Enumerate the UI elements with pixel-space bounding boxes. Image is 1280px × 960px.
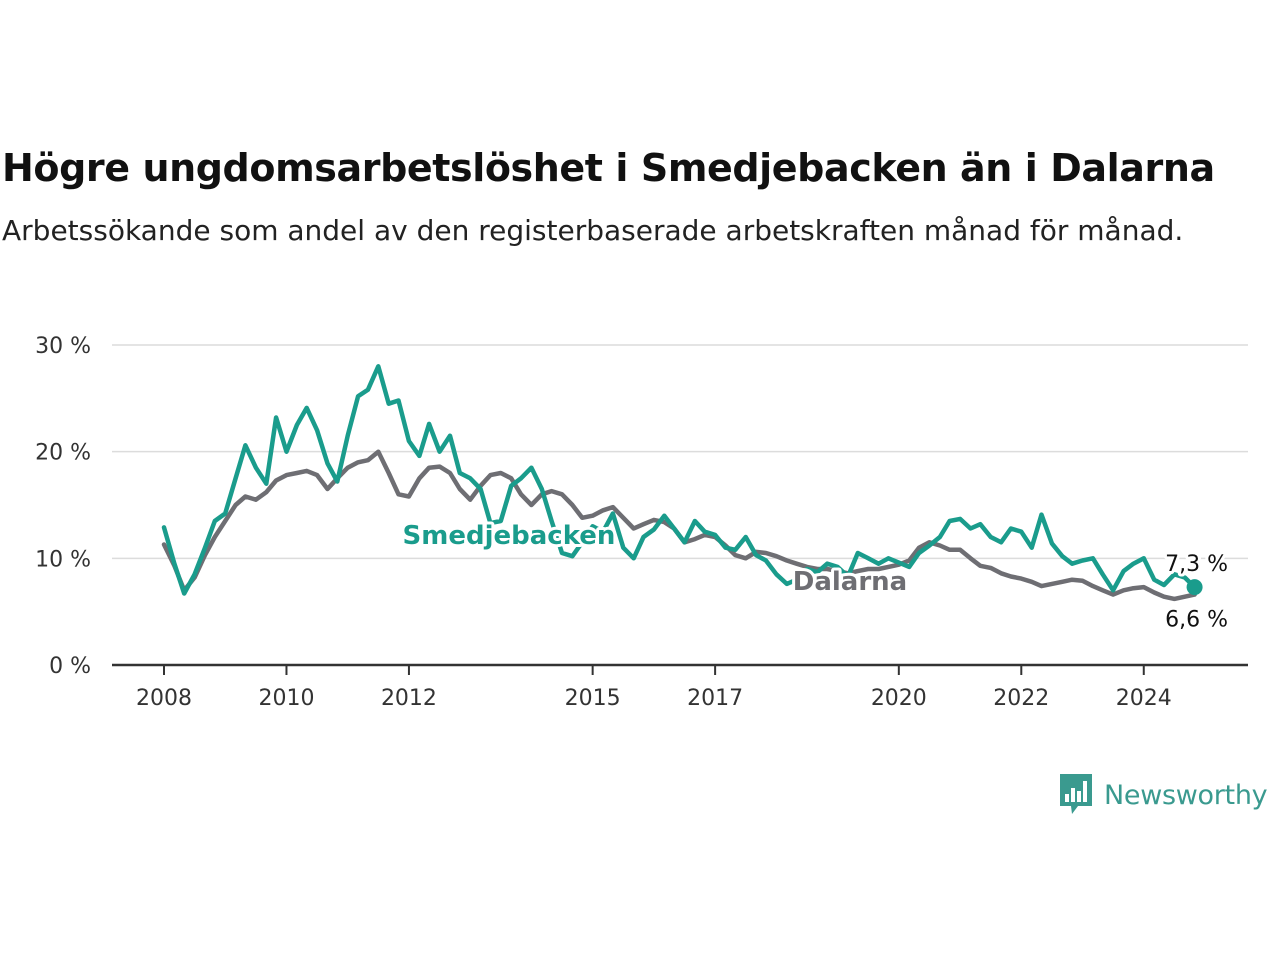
x-tick-label: 2024 — [1116, 686, 1172, 711]
x-axis: 2008 2010 2012 2015 2017 2020 2022 2024 — [112, 663, 1248, 711]
gridlines — [112, 344, 1248, 560]
end-value-label-halo: 7,3 % — [1165, 552, 1228, 577]
series-label: Dalarna — [793, 567, 907, 597]
x-tick-label: 2020 — [871, 686, 927, 711]
end-value-label-halo: 6,6 % — [1165, 608, 1228, 633]
series-label: Smedjebacken — [403, 521, 616, 551]
end-value-label: 6,6 % — [1165, 608, 1228, 633]
line-chart: 0 % 10 % 20 % 30 % 2008 2010 2012 2015 2017 2020… — [35, 334, 1248, 711]
series-label-halo: Smedjebacken — [403, 521, 616, 551]
x-tick-label: 2008 — [136, 686, 192, 711]
brand-name: Newsworthy — [1104, 779, 1268, 811]
x-tick-label: 2017 — [687, 686, 743, 711]
series-label-halo: Dalarna — [793, 567, 907, 597]
y-tick-label: 20 % — [35, 441, 91, 466]
chart-title: Högre ungdomsarbetslöshet i Smedjebacken… — [2, 146, 1215, 190]
newsworthy-logo: Newsworthy — [1058, 772, 1268, 818]
series-line-smedjebacken — [161, 364, 1197, 596]
x-tick-label: 2022 — [993, 686, 1049, 711]
x-tick-label: 2010 — [258, 686, 314, 711]
y-tick-label: 30 % — [35, 334, 91, 359]
end-point-marker — [1186, 579, 1203, 596]
y-axis-labels: 0 % 10 % 20 % 30 % — [35, 334, 91, 679]
y-tick-label: 0 % — [49, 654, 91, 679]
y-tick-label: 10 % — [35, 547, 91, 572]
end-value-label: 7,3 % — [1165, 552, 1228, 577]
series-labels: 7,3 %7,3 %6,6 %6,6 %SmedjebackenSmedjeba… — [400, 518, 1231, 636]
series-lines — [161, 364, 1197, 602]
x-tick-label: 2012 — [381, 686, 437, 711]
x-tick-label: 2015 — [565, 686, 621, 711]
newsworthy-chart-icon — [1060, 774, 1092, 814]
chart-subtitle: Arbetssökande som andel av den registerb… — [2, 214, 1184, 247]
